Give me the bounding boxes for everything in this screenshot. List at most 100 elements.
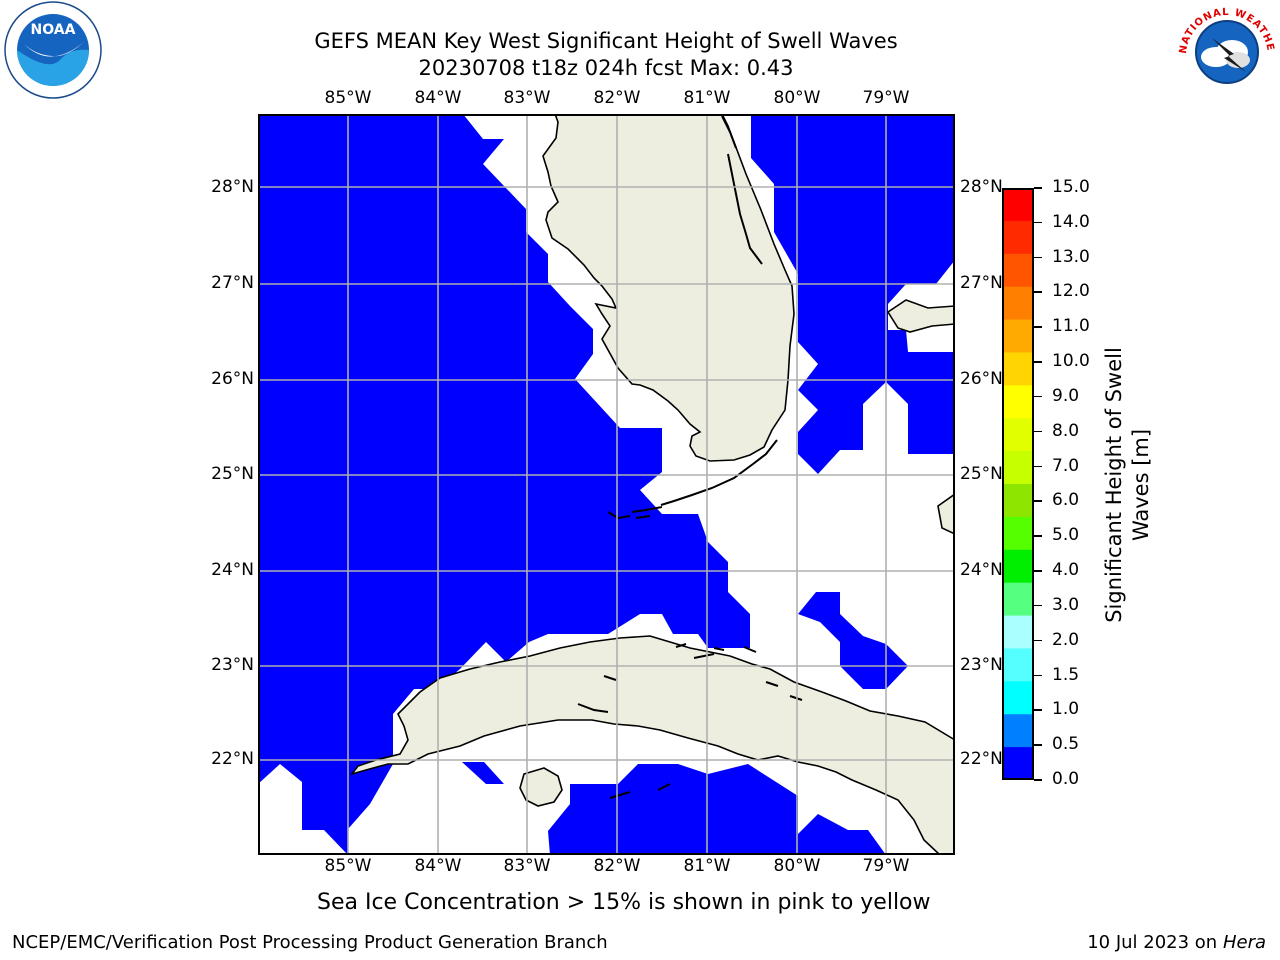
florida-keys [660, 439, 778, 506]
coastline-details [577, 115, 803, 799]
florida-land [542, 113, 795, 462]
lat-label-right: 25°N [960, 464, 1003, 484]
lat-label-right: 23°N [960, 655, 1003, 675]
chart-title-line2: 20230708 t18z 024h fcst Max: 0.43 [418, 56, 794, 80]
colorbar-tick-mark [1034, 674, 1042, 677]
lake-okeechobee [727, 153, 763, 265]
colorbar-tick-mark [1034, 535, 1042, 537]
colorbar-segment [1002, 484, 1034, 518]
colorbar-tick-mark [1034, 221, 1042, 224]
chart-title-line1: GEFS MEAN Key West Significant Height of… [314, 29, 898, 53]
nws-logo: NATIONAL WEATHER SERVICE [1172, 0, 1278, 102]
colorbar-tick-label: 14.0 [1052, 211, 1090, 232]
colorbar-segment [1002, 549, 1034, 584]
colorbar-tick-mark [1034, 430, 1042, 433]
isla-de-juventud [519, 767, 563, 807]
lon-label-top: 80°W [773, 88, 821, 108]
colorbar-tick-label: 0.5 [1052, 734, 1080, 755]
colorbar-tick-label: 13.0 [1052, 246, 1090, 267]
colorbar-segment [1002, 648, 1034, 682]
lon-label-bottom: 85°W [324, 856, 372, 876]
colorbar-tick-label: 2.0 [1052, 629, 1080, 650]
colorbar-label-line2: Waves [m] [1129, 428, 1153, 542]
colorbar-tick-label: 5.0 [1052, 525, 1080, 546]
colorbar-tick-label: 9.0 [1052, 385, 1080, 406]
lon-label-top: 85°W [324, 88, 372, 108]
colorbar-segment [1002, 418, 1034, 452]
map-plot-area [258, 113, 956, 859]
lat-label-right: 24°N [960, 560, 1003, 580]
colorbar-tick-label: 12.0 [1052, 281, 1090, 302]
colorbar-tick-mark [1034, 744, 1042, 746]
colorbar-tick-mark [1034, 326, 1042, 328]
colorbar [1002, 188, 1034, 784]
colorbar-tick-label: 1.5 [1052, 664, 1080, 685]
colorbar-tick-mark [1034, 256, 1042, 259]
colorbar-segment [1002, 319, 1034, 353]
lat-label-left: 28°N [211, 177, 254, 197]
colorbar-segment [1002, 220, 1034, 255]
colorbar-tick-mark [1034, 709, 1042, 711]
colorbar-segment [1002, 615, 1034, 649]
colorbar-tick-mark [1034, 779, 1042, 781]
lon-label-bottom: 81°W [683, 856, 731, 876]
colorbar-segment [1002, 286, 1034, 321]
lat-label-left: 27°N [211, 273, 254, 293]
colorbar-tick-label: 7.0 [1052, 455, 1080, 476]
colorbar-label: Significant Height of Swell Waves [m] [1101, 347, 1155, 623]
lon-label-top: 81°W [683, 88, 731, 108]
map-frame [258, 114, 955, 855]
colorbar-tick-label: 15.0 [1052, 177, 1090, 197]
colorbar-tick-mark [1034, 465, 1042, 468]
colorbar-tick-label: 0.0 [1052, 769, 1080, 789]
lat-label-right: 28°N [960, 177, 1003, 197]
colorbar-tick-label: 10.0 [1052, 351, 1090, 372]
lon-label-top: 79°W [862, 88, 910, 108]
colorbar-segment [1002, 188, 1034, 222]
colorbar-segment [1002, 253, 1034, 288]
lon-label-top: 82°W [593, 88, 641, 108]
colorbar-tick-mark [1034, 395, 1042, 398]
graticule [258, 114, 955, 855]
colorbar-segment [1002, 451, 1034, 485]
colorbar-tick-mark [1034, 500, 1042, 502]
colorbar-segment [1002, 516, 1034, 551]
svg-text:NOAA: NOAA [31, 22, 76, 38]
lat-label-right: 26°N [960, 369, 1003, 389]
colorbar-segment [1002, 582, 1034, 617]
colorbar-tick-mark [1034, 639, 1042, 642]
lat-label-right: 22°N [960, 749, 1003, 769]
lat-label-left: 23°N [211, 655, 254, 675]
lon-label-bottom: 83°W [503, 856, 551, 876]
colorbar-segment [1002, 747, 1034, 781]
colorbar-segment [1002, 352, 1034, 386]
colorbar-segment [1002, 714, 1034, 748]
colorbar-tick-label: 4.0 [1052, 560, 1080, 581]
colorbar-tick-label: 11.0 [1052, 316, 1090, 337]
lat-label-left: 25°N [211, 464, 254, 484]
lat-label-left: 24°N [211, 560, 254, 580]
colorbar-tick-mark [1034, 570, 1042, 572]
lon-label-bottom: 82°W [593, 856, 641, 876]
colorbar-segment [1002, 681, 1034, 715]
colorbar-tick-label: 8.0 [1052, 420, 1080, 441]
swell-field [258, 114, 955, 855]
colorbar-tick-mark [1034, 187, 1042, 189]
colorbar-tick-mark [1034, 604, 1042, 607]
colorbar-tick-label: 3.0 [1052, 594, 1080, 615]
sea-ice-note: Sea Ice Concentration > 15% is shown in … [317, 890, 931, 915]
lat-label-left: 26°N [211, 369, 254, 389]
lat-label-right: 27°N [960, 273, 1003, 293]
colorbar-tick-label: 6.0 [1052, 490, 1080, 511]
lon-label-bottom: 80°W [773, 856, 821, 876]
footer-left: NCEP/EMC/Verification Post Processing Pr… [12, 932, 608, 953]
colorbar-segment [1002, 385, 1034, 419]
colorbar-frame [1002, 188, 1034, 780]
colorbar-tick-mark [1034, 361, 1042, 363]
lon-label-top: 84°W [414, 88, 462, 108]
lat-label-left: 22°N [211, 749, 254, 769]
lon-label-bottom: 79°W [862, 856, 910, 876]
footer-date: 10 Jul 2023 on [1087, 932, 1223, 953]
lon-label-bottom: 84°W [414, 856, 462, 876]
lon-label-top: 83°W [503, 88, 551, 108]
